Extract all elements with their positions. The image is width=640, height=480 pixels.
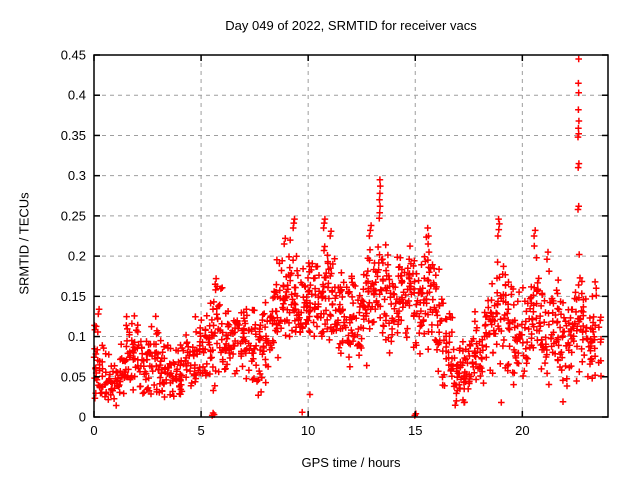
y-tick-label: 0.25 (61, 208, 86, 223)
x-axis-title: GPS time / hours (301, 455, 401, 470)
x-tick-label: 0 (90, 423, 97, 438)
y-tick-label: 0.15 (61, 289, 86, 304)
x-tick-label: 20 (515, 423, 529, 438)
chart-title: Day 049 of 2022, SRMTID for receiver vac… (225, 18, 477, 33)
y-tick-label: 0.1 (68, 329, 86, 344)
y-tick-label: 0.05 (61, 369, 86, 384)
x-tick-label: 10 (301, 423, 315, 438)
y-tick-label: 0 (79, 410, 86, 425)
y-tick-label: 0.3 (68, 168, 86, 183)
data-points (90, 55, 605, 419)
x-tick-label: 15 (408, 423, 422, 438)
y-tick-label: 0.4 (68, 88, 86, 103)
y-tick-label: 0.35 (61, 128, 86, 143)
y-tick-label: 0.45 (61, 48, 86, 63)
tick-labels: 0 5 10 15 20 0 0.05 0.1 0.15 0.2 0.25 0.3 0.35 0.4 0.4… (61, 48, 530, 439)
tick-marks (93, 54, 608, 418)
plot-border (93, 54, 609, 418)
x-tick-label: 5 (197, 423, 204, 438)
y-tick-label: 0.2 (68, 249, 86, 264)
